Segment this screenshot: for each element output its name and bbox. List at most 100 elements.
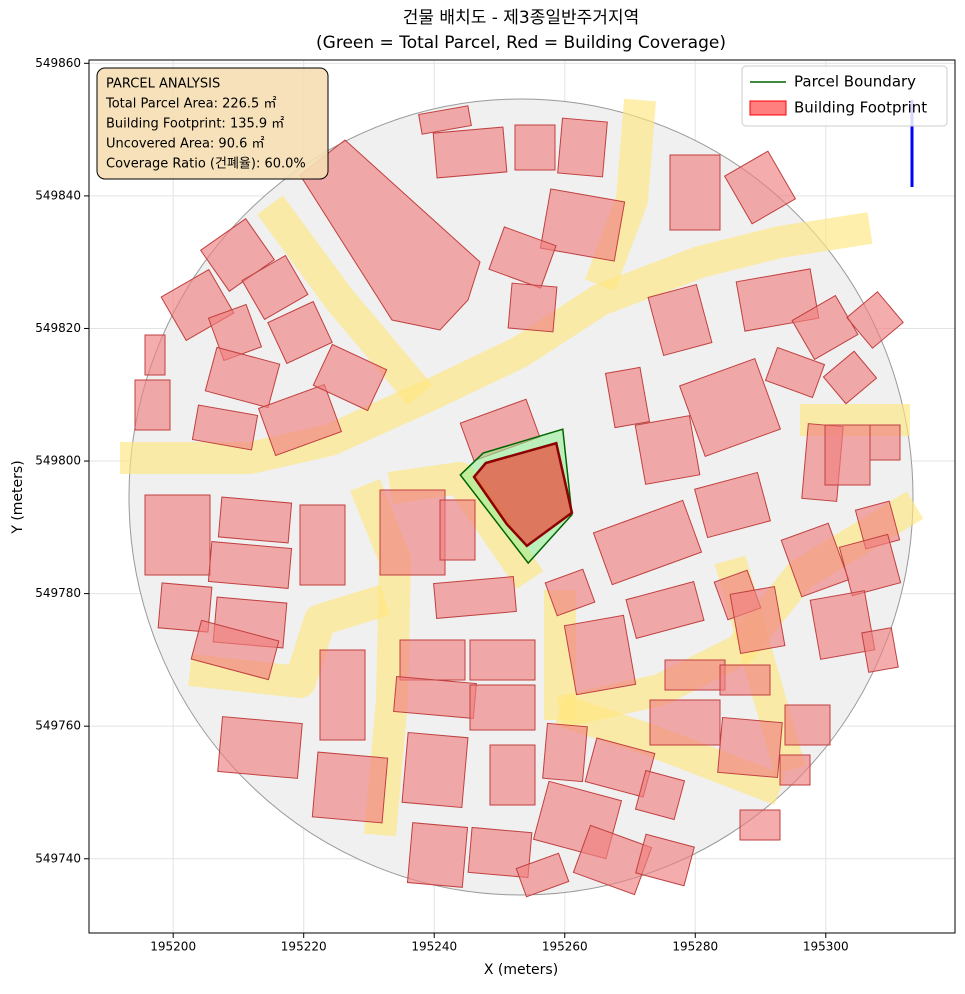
building — [739, 809, 781, 841]
legend-box — [741, 65, 948, 127]
building — [809, 590, 876, 660]
building — [217, 716, 303, 779]
y-tick-label: 549780 — [35, 586, 81, 600]
building — [299, 504, 346, 586]
building-polygon — [472, 441, 574, 548]
building — [824, 424, 871, 486]
building — [669, 154, 721, 231]
building — [563, 614, 637, 696]
building — [822, 350, 878, 405]
road — [257, 195, 433, 406]
building — [592, 499, 703, 586]
building — [784, 704, 831, 746]
building — [144, 334, 166, 376]
building — [401, 731, 469, 809]
building — [729, 585, 786, 655]
y-tick-label: 549840 — [35, 188, 81, 202]
annotation-text: Building Footprint: 135.9 ㎡ — [106, 117, 284, 132]
building — [312, 343, 388, 412]
building — [489, 744, 536, 806]
legend-swatch — [749, 100, 787, 116]
building — [299, 139, 481, 331]
building — [217, 496, 293, 544]
building — [723, 150, 797, 225]
building — [488, 226, 557, 289]
building — [393, 676, 477, 719]
building — [157, 582, 213, 633]
building — [515, 852, 570, 898]
building — [399, 639, 466, 681]
building — [134, 379, 171, 431]
building — [791, 294, 859, 361]
y-tick-label: 549820 — [35, 321, 81, 335]
building — [539, 188, 626, 262]
x-tick-label: 195260 — [542, 940, 588, 954]
building — [634, 769, 686, 821]
building — [647, 283, 713, 357]
building — [635, 833, 695, 887]
building — [267, 300, 333, 365]
building — [719, 664, 771, 696]
road — [188, 584, 390, 698]
legend-label: Parcel Boundary — [794, 73, 916, 91]
y-axis-label: Y (meters) — [10, 460, 26, 534]
y-tick-label: 549860 — [35, 56, 81, 70]
building — [764, 346, 826, 399]
building — [469, 684, 536, 731]
building — [838, 533, 902, 597]
building — [846, 291, 904, 349]
building — [542, 722, 588, 783]
x-tick-label: 195200 — [150, 940, 196, 954]
y-tick-label: 549760 — [35, 719, 81, 733]
highlight-layer — [459, 428, 574, 565]
x-tick-label: 195280 — [672, 940, 718, 954]
building — [432, 126, 508, 179]
building — [694, 471, 771, 539]
building — [379, 489, 446, 576]
y-tick-label: 549800 — [35, 454, 81, 468]
building — [241, 254, 309, 321]
building — [257, 383, 343, 457]
building — [191, 404, 259, 451]
chart-title: 건물 배치도 - 제3종일반주거지역 — [403, 8, 639, 28]
building — [779, 754, 811, 786]
building — [469, 639, 536, 681]
chart-subtitle: (Green = Total Parcel, Red = Building Co… — [316, 33, 726, 53]
building — [514, 124, 556, 171]
x-tick-label: 195220 — [281, 940, 327, 954]
x-tick-label: 195300 — [803, 940, 849, 954]
x-tick-label: 195240 — [411, 940, 457, 954]
building — [190, 619, 280, 681]
building — [634, 415, 701, 485]
building — [717, 716, 783, 779]
building — [869, 424, 901, 461]
overlay: PARCEL ANALYSIS Total Parcel Area: 226.5 … — [96, 65, 948, 180]
building — [418, 105, 472, 135]
plot-frame — [88, 59, 956, 934]
building — [319, 649, 366, 741]
y-tick-label: 549740 — [35, 851, 81, 865]
building — [467, 826, 533, 879]
building — [625, 581, 705, 639]
annotation-text: Uncovered Area: 90.6 ㎡ — [106, 137, 265, 152]
x-axis-label: X (meters) — [484, 962, 558, 978]
road — [387, 462, 544, 590]
annotation-box — [96, 67, 329, 180]
building — [144, 494, 211, 576]
annotation-text: Coverage Ratio (건폐율): 60.0% — [106, 157, 306, 172]
building — [735, 268, 820, 332]
building — [207, 541, 293, 589]
building — [664, 659, 726, 691]
building — [861, 627, 899, 673]
building — [544, 568, 596, 617]
building — [204, 346, 281, 409]
building — [406, 822, 469, 888]
building — [507, 282, 558, 333]
annotation-text: PARCEL ANALYSIS — [106, 77, 220, 92]
building — [604, 366, 651, 429]
annotation-text: Total Parcel Area: 226.5 ㎡ — [105, 97, 276, 112]
building — [311, 751, 389, 824]
building — [433, 576, 517, 619]
